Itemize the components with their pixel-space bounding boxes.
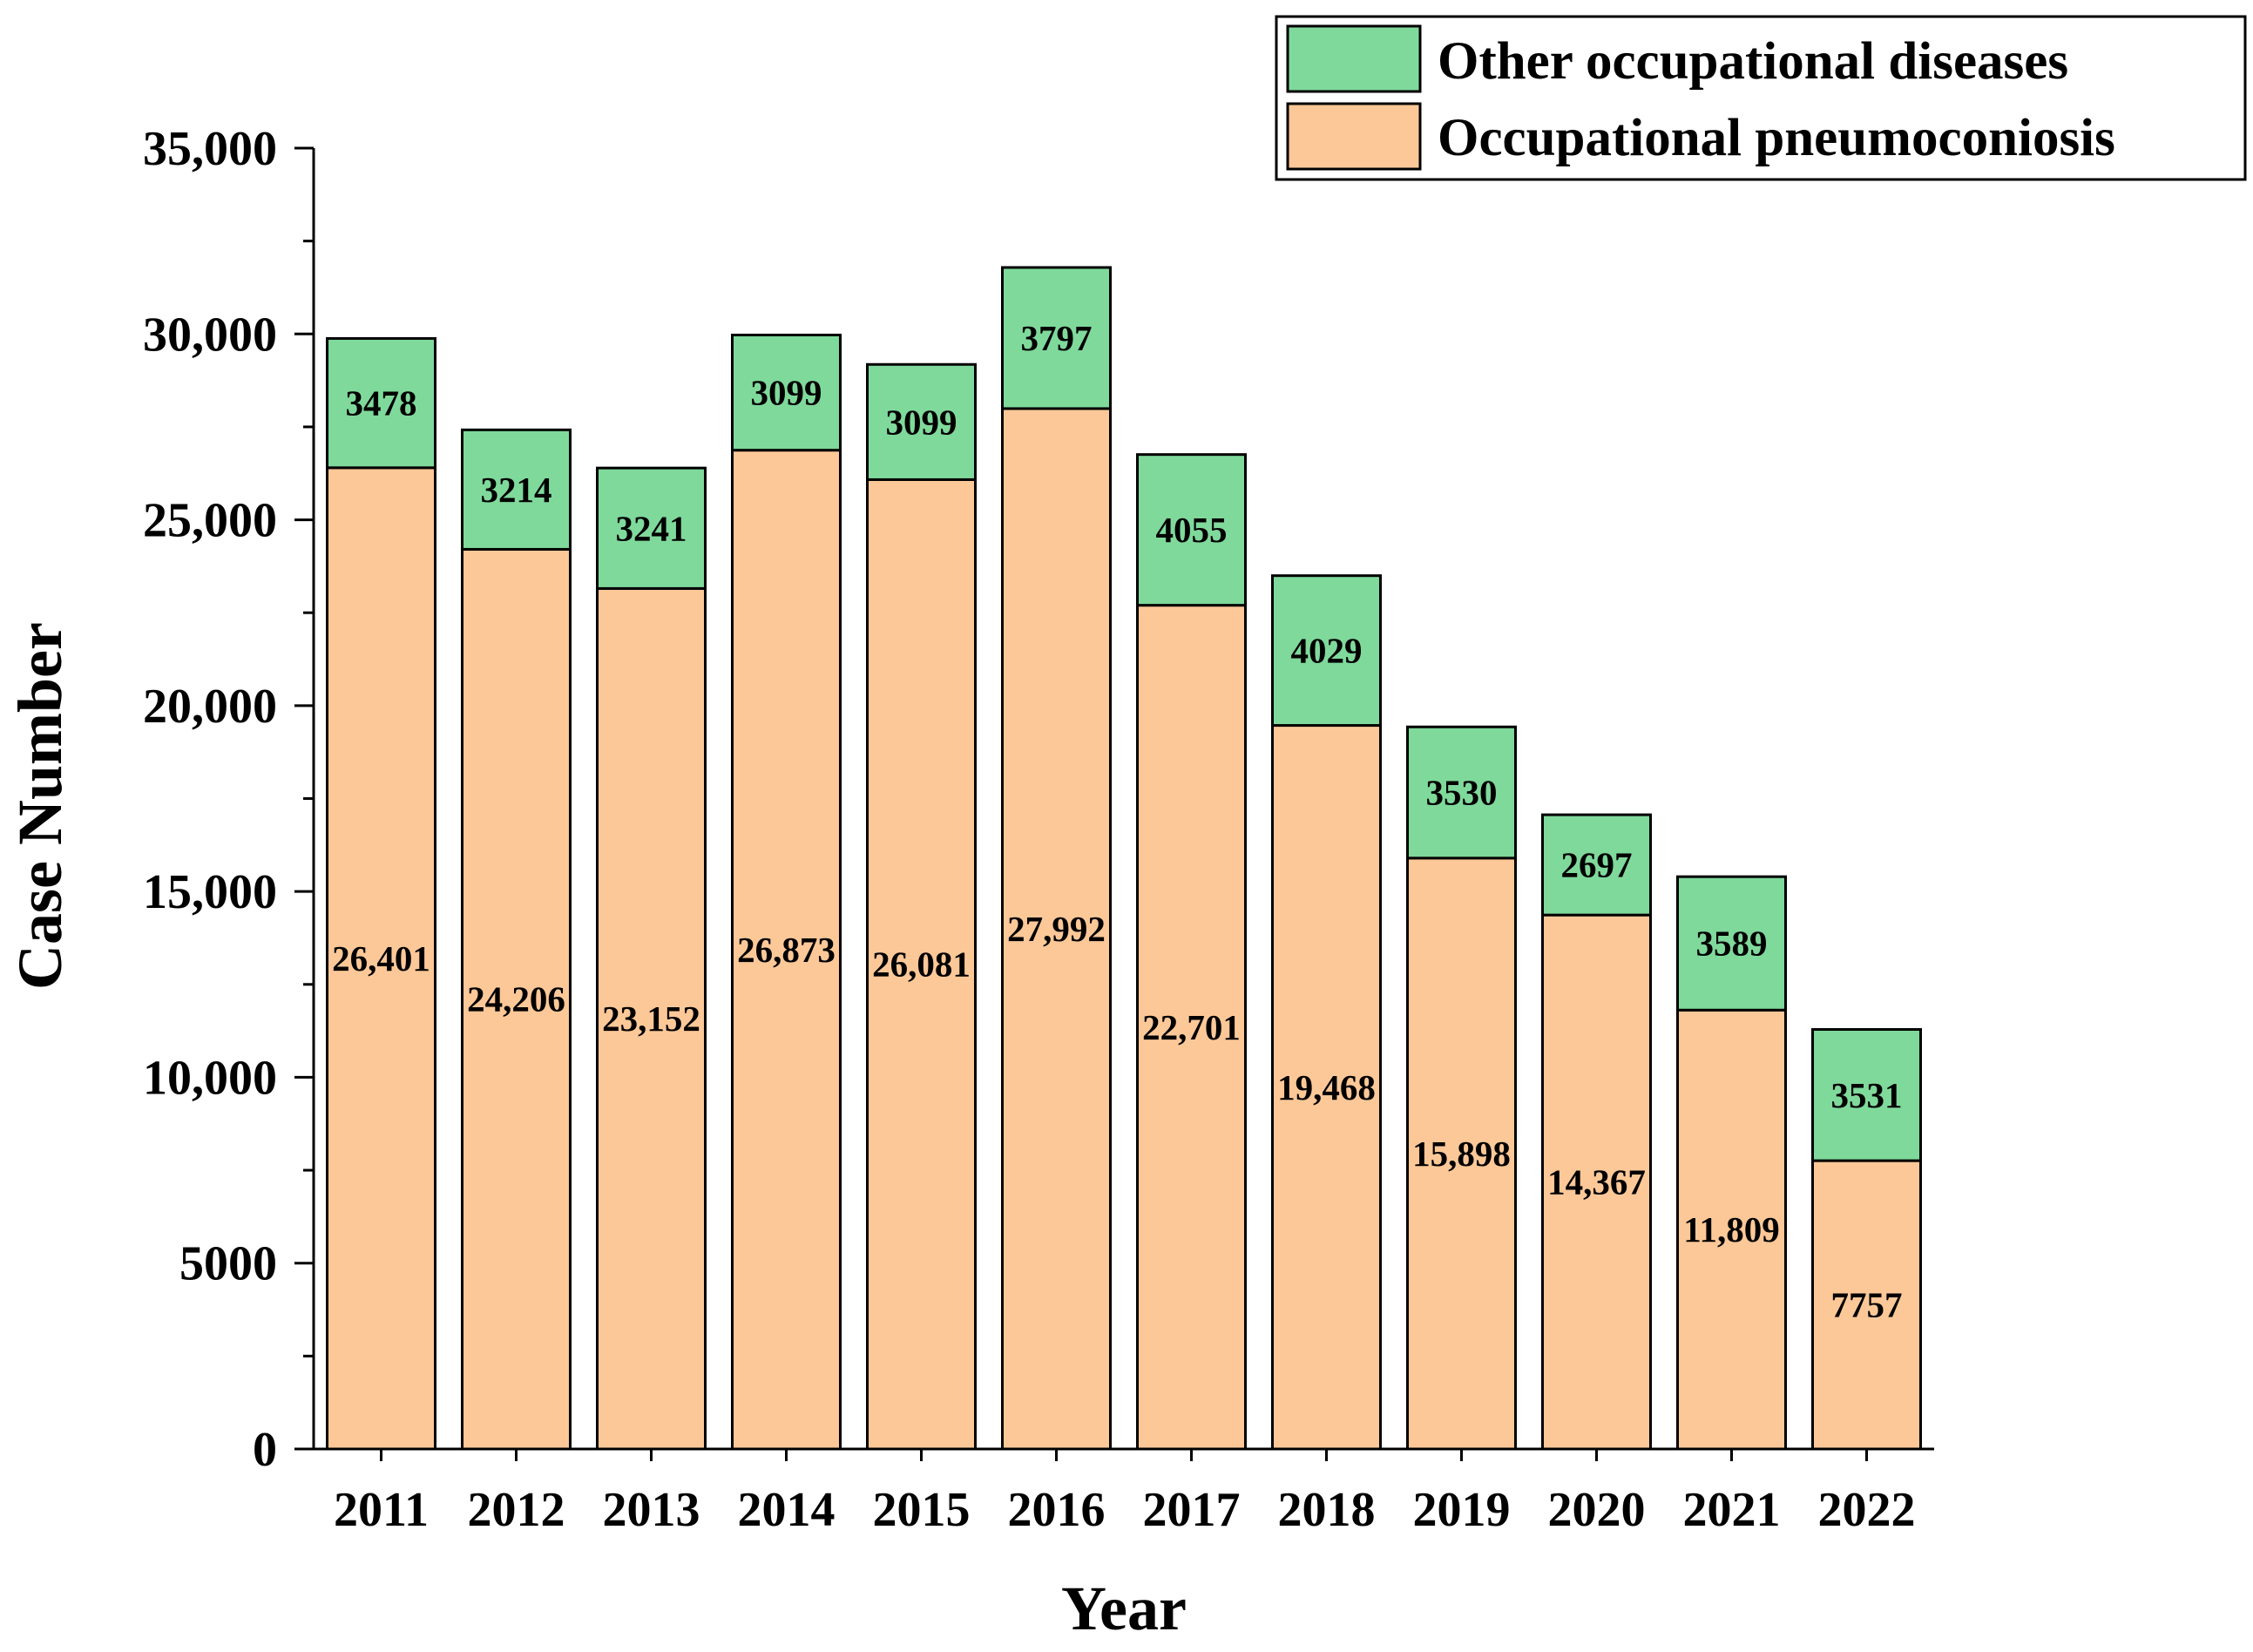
legend-swatch-pneumoconiosis <box>1286 102 1422 171</box>
data-label-other-diseases-2011: 3478 <box>346 383 417 423</box>
x-tick-label-2020: 2020 <box>1548 1483 1646 1537</box>
data-label-pneumoconiosis-2022: 7757 <box>1831 1285 1903 1325</box>
x-axis-title: Year <box>1061 1574 1187 1643</box>
y-tick-label: 0 <box>253 1423 277 1477</box>
x-tick-label-2021: 2021 <box>1683 1483 1781 1537</box>
bar-other-diseases-2015 <box>866 362 977 481</box>
data-label-pneumoconiosis-2012: 24,206 <box>467 979 565 1019</box>
bar-other-diseases-2022 <box>1811 1027 1922 1162</box>
y-tick-label: 20,000 <box>143 680 277 734</box>
x-tick-label-2014: 2014 <box>738 1483 836 1537</box>
data-label-other-diseases-2020: 2697 <box>1561 845 1633 885</box>
data-label-pneumoconiosis-2015: 26,081 <box>872 944 971 985</box>
bar-pneumoconiosis-2012 <box>461 547 572 1451</box>
data-label-pneumoconiosis-2016: 27,992 <box>1007 909 1106 949</box>
data-label-pneumoconiosis-2019: 15,898 <box>1412 1134 1511 1174</box>
data-label-pneumoconiosis-2013: 23,152 <box>602 999 700 1039</box>
bar-pneumoconiosis-2019 <box>1406 856 1517 1451</box>
bar-pneumoconiosis-2015 <box>866 477 977 1451</box>
x-tick-label-2015: 2015 <box>873 1483 971 1537</box>
bar-other-diseases-2019 <box>1406 725 1517 860</box>
legend-box <box>1275 15 2247 181</box>
data-label-other-diseases-2017: 4055 <box>1156 510 1228 550</box>
x-tick-label-2016: 2016 <box>1008 1483 1106 1537</box>
y-axis-title: Case Number <box>5 622 75 990</box>
y-tick-label: 5000 <box>179 1237 277 1291</box>
x-tick-label-2018: 2018 <box>1278 1483 1376 1537</box>
data-label-other-diseases-2015: 3099 <box>886 402 957 442</box>
bar-pneumoconiosis-2020 <box>1541 913 1652 1451</box>
bar-pneumoconiosis-2021 <box>1676 1008 1787 1451</box>
bar-pneumoconiosis-2011 <box>326 466 436 1451</box>
data-label-other-diseases-2016: 3797 <box>1021 318 1093 358</box>
data-label-pneumoconiosis-2018: 19,468 <box>1277 1067 1376 1107</box>
legend-label-other-diseases: Other occupational diseases <box>1438 32 2068 91</box>
x-tick-label-2011: 2011 <box>334 1483 429 1537</box>
legend-swatch-other-diseases <box>1286 24 1422 93</box>
data-label-other-diseases-2018: 4029 <box>1291 631 1363 671</box>
bars <box>326 266 1922 1451</box>
bar-pneumoconiosis-2018 <box>1271 724 1382 1451</box>
x-tick-label-2013: 2013 <box>603 1483 700 1537</box>
data-label-pneumoconiosis-2021: 11,809 <box>1683 1209 1780 1249</box>
bar-other-diseases-2012 <box>461 428 572 551</box>
y-tick-label: 15,000 <box>143 865 277 919</box>
x-axis-ticks: 2011 2012 2013 2014 2015 2016 2017 2018 2019 2020… <box>334 1449 1916 1537</box>
bar-other-diseases-2011 <box>326 336 436 470</box>
legend: Other occupational diseases Occupational… <box>1275 15 2247 181</box>
y-tick-label: 35,000 <box>143 122 277 176</box>
bar-other-diseases-2021 <box>1676 875 1787 1012</box>
data-label-other-diseases-2022: 3531 <box>1831 1075 1903 1115</box>
x-tick-label-2019: 2019 <box>1413 1483 1511 1537</box>
x-tick-label-2017: 2017 <box>1143 1483 1241 1537</box>
data-label-pneumoconiosis-2020: 14,367 <box>1547 1162 1646 1202</box>
bar-other-diseases-2013 <box>596 466 707 590</box>
bar-data-labels: 3478 26,401 3214 24,206 3241 23,152 3099 26,873… <box>332 318 1902 1325</box>
bar-pneumoconiosis-2022 <box>1811 1159 1922 1451</box>
y-tick-label: 30,000 <box>143 308 277 362</box>
data-label-other-diseases-2019: 3530 <box>1426 773 1498 813</box>
y-axis-ticks: 0 5000 10,000 15,000 20,000 25,000 30,000 35,00… <box>143 122 314 1477</box>
data-label-other-diseases-2013: 3241 <box>616 508 687 548</box>
bar-other-diseases-2014 <box>731 333 842 452</box>
bar-other-diseases-2018 <box>1271 574 1382 728</box>
y-tick-label: 25,000 <box>143 494 277 548</box>
data-label-pneumoconiosis-2011: 26,401 <box>332 938 430 978</box>
legend-label-pneumoconiosis: Occupational pneumoconiosis <box>1438 109 2115 167</box>
data-label-other-diseases-2021: 3589 <box>1696 924 1768 964</box>
bar-pneumoconiosis-2016 <box>1001 407 1112 1451</box>
x-tick-label-2022: 2022 <box>1818 1483 1916 1537</box>
bar-other-diseases-2017 <box>1136 453 1247 607</box>
bar-pneumoconiosis-2017 <box>1136 604 1247 1451</box>
data-label-other-diseases-2012: 3214 <box>481 470 552 510</box>
data-label-pneumoconiosis-2014: 26,873 <box>737 930 836 970</box>
data-label-pneumoconiosis-2017: 22,701 <box>1142 1007 1241 1047</box>
data-label-other-diseases-2014: 3099 <box>751 373 822 413</box>
x-tick-label-2012: 2012 <box>468 1483 565 1537</box>
bar-other-diseases-2016 <box>1001 266 1112 410</box>
y-tick-label: 10,000 <box>143 1051 277 1105</box>
bar-other-diseases-2020 <box>1541 813 1652 917</box>
